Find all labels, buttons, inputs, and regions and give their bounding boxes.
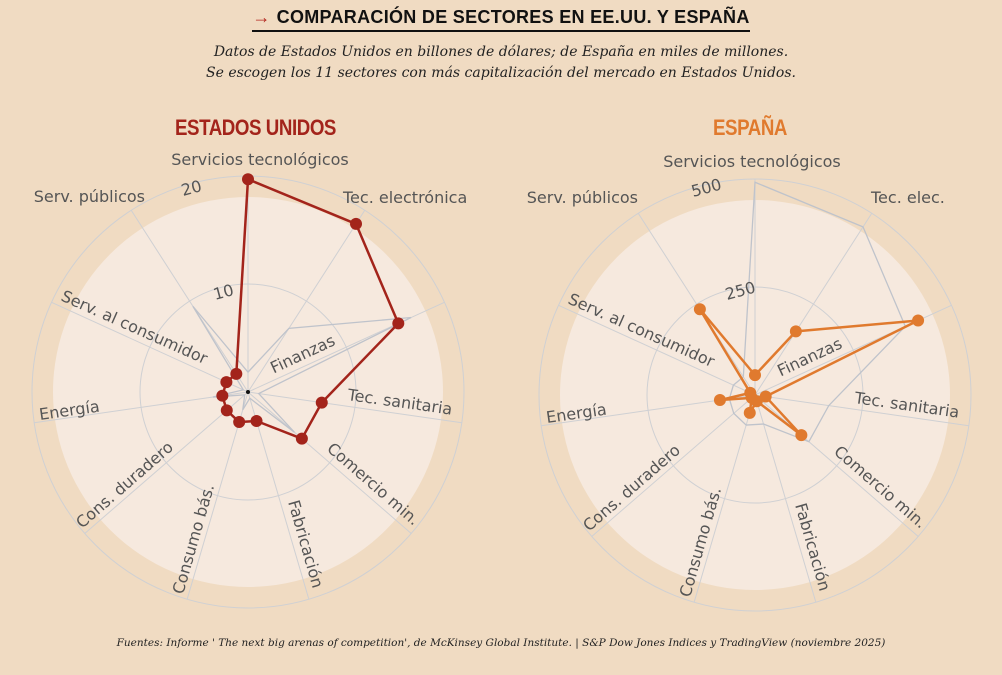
- data-point: [713, 394, 726, 407]
- data-point: [350, 217, 363, 230]
- axis-line: [247, 301, 445, 393]
- data-point: [216, 389, 229, 402]
- sources-footer: Fuentes: Informe ' The next big arenas o…: [116, 637, 886, 649]
- axis-line: [130, 210, 249, 393]
- subtitle-line-2: Se escogen los 11 sectores con más capit…: [206, 65, 796, 81]
- data-point: [743, 406, 756, 419]
- axis-line: [754, 394, 817, 603]
- us-chart-title: ESTADOS UNIDOS: [175, 115, 336, 140]
- axis-line: [558, 304, 756, 396]
- subtitle: Datos de Estados Unidos en billones de d…: [0, 42, 1002, 84]
- axis-line: [754, 394, 919, 537]
- axis-label: Serv. públicos: [527, 188, 638, 207]
- axis-line: [637, 213, 756, 396]
- axis-line: [84, 391, 249, 534]
- axis-line: [754, 213, 873, 396]
- axis-line: [247, 210, 366, 393]
- axis-label: Servicios tecnológicos: [171, 150, 349, 169]
- axis-label: Tec. electrónica: [342, 188, 467, 207]
- data-point: [744, 386, 757, 399]
- axis-line: [34, 391, 249, 424]
- data-point: [242, 173, 254, 186]
- data-point: [789, 325, 802, 338]
- tick-label: 20: [179, 176, 204, 200]
- axis-line: [693, 394, 756, 603]
- data-point: [912, 314, 925, 327]
- tick-label: 500: [689, 175, 723, 201]
- data-point: [392, 317, 405, 330]
- center-dot: [246, 390, 250, 394]
- tick-label: 10: [211, 280, 236, 304]
- data-point: [250, 415, 263, 428]
- data-point: [220, 376, 233, 389]
- axis-line: [591, 394, 756, 537]
- axis-line: [247, 391, 462, 424]
- data-point: [220, 404, 233, 417]
- spain-chart-title: ESPAÑA: [712, 115, 788, 140]
- axis-label: Serv. públicos: [34, 187, 145, 206]
- data-point: [295, 432, 308, 445]
- data-point: [693, 303, 706, 316]
- axis-line: [247, 391, 412, 534]
- series-line: [698, 307, 920, 437]
- data-point: [759, 390, 772, 403]
- axis-label: Servicios tecnológicos: [663, 152, 841, 171]
- data-point: [233, 416, 246, 429]
- axis-line: [754, 394, 969, 427]
- chart-title: → COMPARACIÓN DE SECTORES EN EE.UU. Y ESP…: [0, 7, 1002, 32]
- axis-line: [51, 301, 249, 393]
- data-point: [749, 369, 761, 382]
- title-text: COMPARACIÓN DE SECTORES EN EE.UU. Y ESPA…: [276, 7, 750, 27]
- axis-label: Tec. elec.: [870, 188, 945, 207]
- data-point: [795, 429, 808, 442]
- comparison-overlay-shape: [728, 181, 907, 443]
- data-point: [315, 396, 328, 409]
- subtitle-line-1: Datos de Estados Unidos en billones de d…: [213, 44, 789, 60]
- data-point: [230, 367, 243, 380]
- arrow-icon: →: [252, 7, 271, 27]
